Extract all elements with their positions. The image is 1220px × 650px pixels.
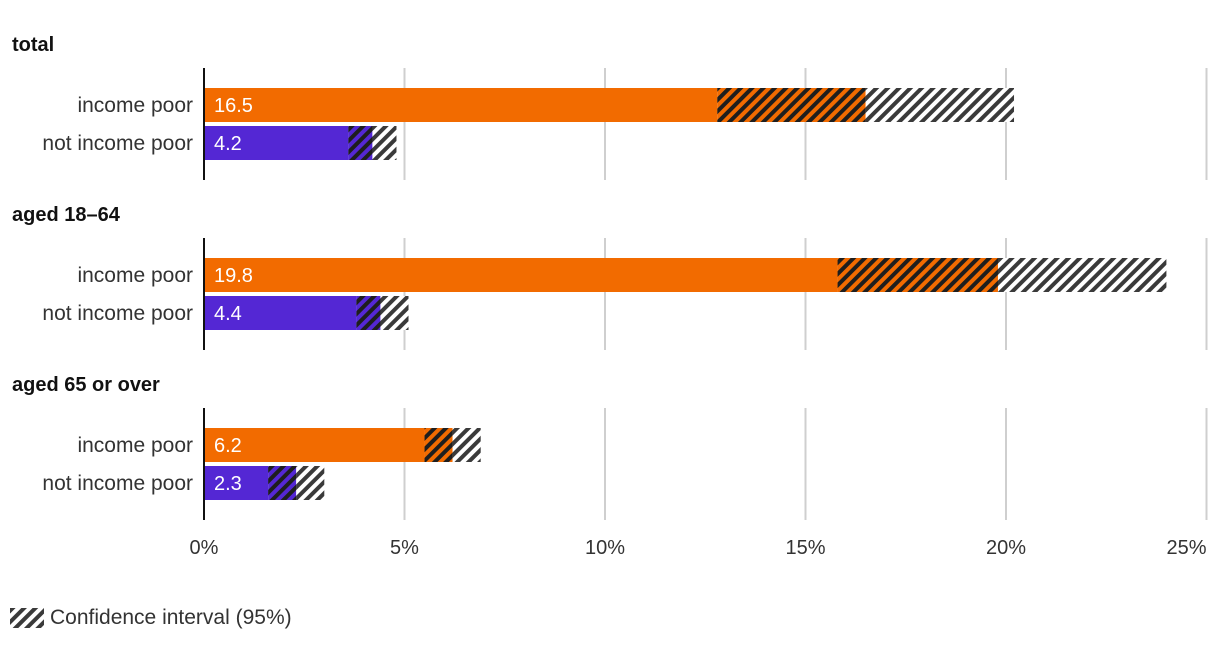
legend-label: Confidence interval (95%) (50, 606, 292, 629)
bar (204, 466, 269, 500)
ci-lower-hatch (424, 428, 453, 462)
bar (204, 88, 718, 122)
bar (204, 258, 838, 292)
ci-lower-hatch (356, 296, 381, 330)
group-title: total (12, 34, 54, 56)
x-tick-label: 25% (1166, 537, 1206, 559)
bars (204, 88, 1167, 500)
x-tick-label: 0% (190, 537, 219, 559)
legend: Confidence interval (95%) (10, 604, 292, 632)
bar (204, 126, 349, 160)
bar (204, 296, 357, 330)
x-tick-label: 5% (390, 537, 419, 559)
category-label: income poor (77, 94, 193, 117)
ci-lower-hatch (837, 258, 998, 292)
gridlines (403, 68, 1208, 520)
value-label: 6.2 (214, 435, 242, 457)
category-label: not income poor (42, 472, 193, 495)
category-label: not income poor (42, 302, 193, 325)
category-label: not income poor (42, 132, 193, 155)
x-tick-label: 15% (785, 537, 825, 559)
ci-lower-hatch (268, 466, 297, 500)
value-label: 19.8 (214, 265, 253, 287)
category-label: income poor (77, 264, 193, 287)
x-tick-label: 20% (986, 537, 1026, 559)
value-label: 4.4 (214, 303, 242, 325)
ci-upper-hatch (296, 466, 325, 500)
ci-lower-hatch (348, 126, 373, 160)
category-label: income poor (77, 434, 193, 457)
x-tick-label: 10% (585, 537, 625, 559)
ci-hatch-swatch-icon (10, 608, 44, 628)
group-title: aged 65 or over (12, 374, 160, 396)
value-label: 2.3 (214, 473, 242, 495)
ci-upper-hatch (380, 296, 409, 330)
value-label: 4.2 (214, 133, 242, 155)
ci-upper-hatch (452, 428, 481, 462)
group-title: aged 18–64 (12, 204, 121, 226)
ci-lower-hatch (717, 88, 866, 122)
ci-upper-hatch (865, 88, 1015, 122)
value-label: 16.5 (214, 95, 253, 117)
ci-upper-hatch (997, 258, 1167, 292)
labels: total income poor 16.5 not income poor 4.2 ag… (12, 34, 1207, 559)
ci-upper-hatch (372, 126, 397, 160)
bar (204, 428, 425, 462)
bar-chart: total income poor 16.5 not income poor 4.2 ag… (12, 34, 1208, 559)
